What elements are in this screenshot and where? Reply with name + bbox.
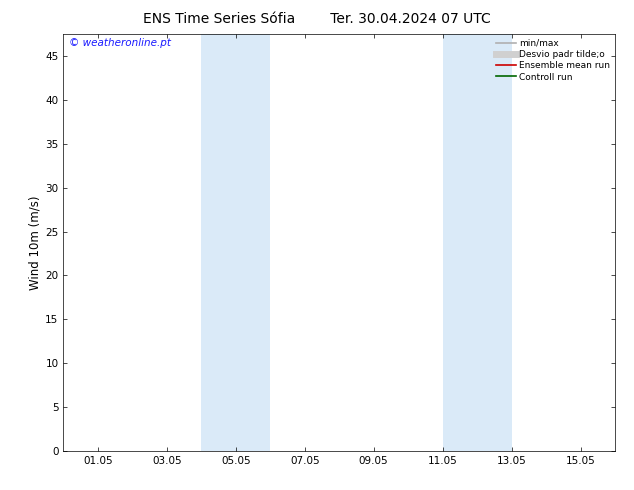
Text: ENS Time Series Sófia        Ter. 30.04.2024 07 UTC: ENS Time Series Sófia Ter. 30.04.2024 07… xyxy=(143,12,491,26)
Bar xyxy=(202,34,270,451)
Y-axis label: Wind 10m (m/s): Wind 10m (m/s) xyxy=(28,196,41,290)
Bar xyxy=(443,34,512,451)
Text: © weatheronline.pt: © weatheronline.pt xyxy=(69,38,171,49)
Legend: min/max, Desvio padr tilde;o, Ensemble mean run, Controll run: min/max, Desvio padr tilde;o, Ensemble m… xyxy=(494,37,612,83)
